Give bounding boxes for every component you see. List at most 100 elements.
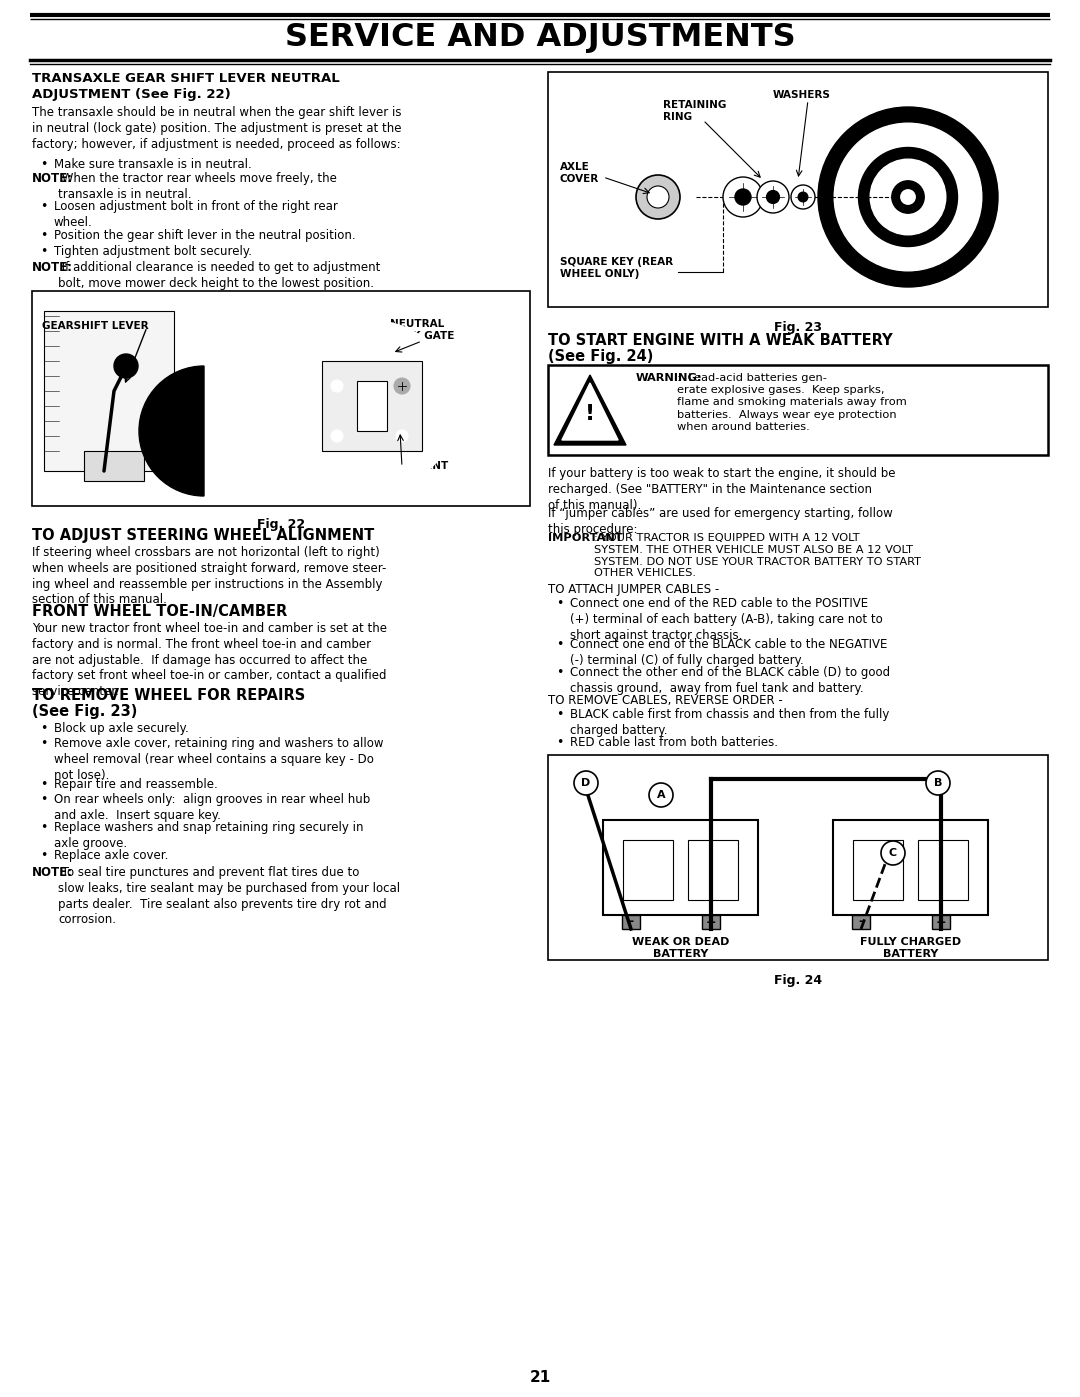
Text: •: • xyxy=(556,666,564,679)
Text: 21: 21 xyxy=(529,1370,551,1384)
Text: Make sure transaxle is in neutral.: Make sure transaxle is in neutral. xyxy=(54,158,252,170)
Text: NOTE:: NOTE: xyxy=(32,261,73,274)
Circle shape xyxy=(649,782,673,807)
Text: FRONT WHEEL TOE-IN/CAMBER: FRONT WHEEL TOE-IN/CAMBER xyxy=(32,604,287,619)
Bar xyxy=(548,73,1048,307)
Circle shape xyxy=(791,184,815,210)
Circle shape xyxy=(396,430,408,441)
Text: NOTE:: NOTE: xyxy=(32,866,73,879)
Bar xyxy=(623,840,673,900)
Text: +: + xyxy=(705,915,716,929)
Circle shape xyxy=(834,123,982,271)
Circle shape xyxy=(818,108,998,286)
Text: FULLY CHARGED
BATTERY: FULLY CHARGED BATTERY xyxy=(860,937,961,958)
Text: Repair tire and reassemble.: Repair tire and reassemble. xyxy=(54,778,218,791)
Text: TO ATTACH JUMPER CABLES -: TO ATTACH JUMPER CABLES - xyxy=(548,583,719,597)
Bar xyxy=(357,381,387,432)
Text: TO ADJUST STEERING WHEEL ALIGNMENT: TO ADJUST STEERING WHEEL ALIGNMENT xyxy=(32,528,375,543)
Polygon shape xyxy=(562,383,618,440)
Text: B: B xyxy=(934,778,942,788)
Text: Your new tractor front wheel toe-in and camber is set at the
factory and is norm: Your new tractor front wheel toe-in and … xyxy=(32,622,387,698)
Circle shape xyxy=(881,841,905,865)
Bar xyxy=(548,754,1048,960)
Circle shape xyxy=(757,182,789,212)
Text: Tighten adjustment bolt securely.: Tighten adjustment bolt securely. xyxy=(54,244,252,258)
Text: : YOUR TRACTOR IS EQUIPPED WITH A 12 VOLT
SYSTEM. THE OTHER VEHICLE MUST ALSO BE: : YOUR TRACTOR IS EQUIPPED WITH A 12 VOL… xyxy=(594,534,921,578)
Text: SERVICE AND ADJUSTMENTS: SERVICE AND ADJUSTMENTS xyxy=(285,22,795,53)
Text: D: D xyxy=(581,778,591,788)
Text: WEAK OR DEAD
BATTERY: WEAK OR DEAD BATTERY xyxy=(632,937,729,958)
Text: If additional clearance is needed to get to adjustment
bolt, move mower deck hei: If additional clearance is needed to get… xyxy=(58,261,381,289)
Circle shape xyxy=(636,175,680,219)
Text: AXLE
COVER: AXLE COVER xyxy=(561,162,599,183)
Text: •: • xyxy=(40,849,48,862)
Text: TO REMOVE WHEEL FOR REPAIRS: TO REMOVE WHEEL FOR REPAIRS xyxy=(32,687,306,703)
Text: The transaxle should be in neutral when the gear shift lever is
in neutral (lock: The transaxle should be in neutral when … xyxy=(32,106,402,151)
Circle shape xyxy=(330,380,343,393)
Text: (See Fig. 23): (See Fig. 23) xyxy=(32,704,137,719)
Text: !: ! xyxy=(585,404,595,425)
Text: WASHERS: WASHERS xyxy=(773,89,831,101)
Text: TRANSAXLE GEAR SHIFT LEVER NEUTRAL: TRANSAXLE GEAR SHIFT LEVER NEUTRAL xyxy=(32,73,340,85)
Circle shape xyxy=(330,430,343,441)
Text: When the tractor rear wheels move freely, the
transaxle is in neutral.: When the tractor rear wheels move freely… xyxy=(58,172,337,201)
Circle shape xyxy=(573,771,598,795)
Text: RETAINING
RING: RETAINING RING xyxy=(663,101,727,122)
Wedge shape xyxy=(139,366,204,496)
Text: •: • xyxy=(40,244,48,258)
Bar xyxy=(44,312,174,471)
Text: •: • xyxy=(40,158,48,170)
Circle shape xyxy=(287,321,457,490)
Circle shape xyxy=(926,771,950,795)
Text: Replace axle cover.: Replace axle cover. xyxy=(54,849,168,862)
Text: Connect one end of the BLACK cable to the NEGATIVE
(-) terminal (C) of fully cha: Connect one end of the BLACK cable to th… xyxy=(570,638,888,666)
Text: NOTE:: NOTE: xyxy=(32,172,73,184)
Bar xyxy=(322,360,422,451)
Circle shape xyxy=(901,190,915,204)
Text: If your battery is too weak to start the engine, it should be
recharged. (See "B: If your battery is too weak to start the… xyxy=(548,467,895,511)
Text: BLACK cable first from chassis and then from the fully
charged battery.: BLACK cable first from chassis and then … xyxy=(570,708,889,736)
Circle shape xyxy=(892,180,924,214)
Circle shape xyxy=(647,186,669,208)
Bar xyxy=(622,915,640,929)
Text: Replace washers and snap retaining ring securely in
axle groove.: Replace washers and snap retaining ring … xyxy=(54,821,364,849)
Bar xyxy=(918,840,968,900)
Circle shape xyxy=(870,159,946,235)
Text: +: + xyxy=(935,915,946,929)
Text: On rear wheels only:  align grooves in rear wheel hub
and axle.  Insert square k: On rear wheels only: align grooves in re… xyxy=(54,793,370,821)
Circle shape xyxy=(735,189,751,205)
Text: •: • xyxy=(556,708,564,721)
Circle shape xyxy=(114,353,138,379)
Bar xyxy=(32,291,530,506)
Text: TO START ENGINE WITH A WEAK BATTERY: TO START ENGINE WITH A WEAK BATTERY xyxy=(548,332,893,348)
Bar xyxy=(833,820,988,915)
Polygon shape xyxy=(554,374,626,446)
Bar xyxy=(853,840,903,900)
Text: -: - xyxy=(629,915,634,929)
Text: •: • xyxy=(556,736,564,749)
Text: Connect one end of the RED cable to the POSITIVE
(+) terminal of each battery (A: Connect one end of the RED cable to the … xyxy=(570,597,882,641)
Text: WARNING:: WARNING: xyxy=(636,373,702,383)
Text: C: C xyxy=(889,848,897,858)
Circle shape xyxy=(396,380,408,393)
Bar xyxy=(603,820,758,915)
Text: •: • xyxy=(556,638,564,651)
Text: NEUTRAL
LOCK GATE: NEUTRAL LOCK GATE xyxy=(390,319,455,341)
Text: •: • xyxy=(40,738,48,750)
Text: •: • xyxy=(40,200,48,212)
Text: Remove axle cover, retaining ring and washers to allow
wheel removal (rear wheel: Remove axle cover, retaining ring and wa… xyxy=(54,738,383,781)
Text: SQUARE KEY (REAR
WHEEL ONLY): SQUARE KEY (REAR WHEEL ONLY) xyxy=(561,257,673,278)
Circle shape xyxy=(723,177,762,217)
Text: :  Lead-acid batteries gen-
erate explosive gases.  Keep sparks,
flame and smoki: : Lead-acid batteries gen- erate explosi… xyxy=(677,373,906,432)
Text: IMPORTANT: IMPORTANT xyxy=(548,534,623,543)
Polygon shape xyxy=(84,451,144,481)
Text: •: • xyxy=(40,229,48,242)
Text: Block up axle securely.: Block up axle securely. xyxy=(54,722,189,735)
Text: •: • xyxy=(40,793,48,806)
Text: Connect the other end of the BLACK cable (D) to good
chassis ground,  away from : Connect the other end of the BLACK cable… xyxy=(570,666,890,694)
Text: Position the gear shift lever in the neutral position.: Position the gear shift lever in the neu… xyxy=(54,229,355,242)
Text: TO REMOVE CABLES, REVERSE ORDER -: TO REMOVE CABLES, REVERSE ORDER - xyxy=(548,694,783,707)
Text: ADJUSTMENT (See Fig. 22): ADJUSTMENT (See Fig. 22) xyxy=(32,88,231,101)
Text: Loosen adjustment bolt in front of the right rear
wheel.: Loosen adjustment bolt in front of the r… xyxy=(54,200,338,229)
Text: -: - xyxy=(859,915,864,929)
